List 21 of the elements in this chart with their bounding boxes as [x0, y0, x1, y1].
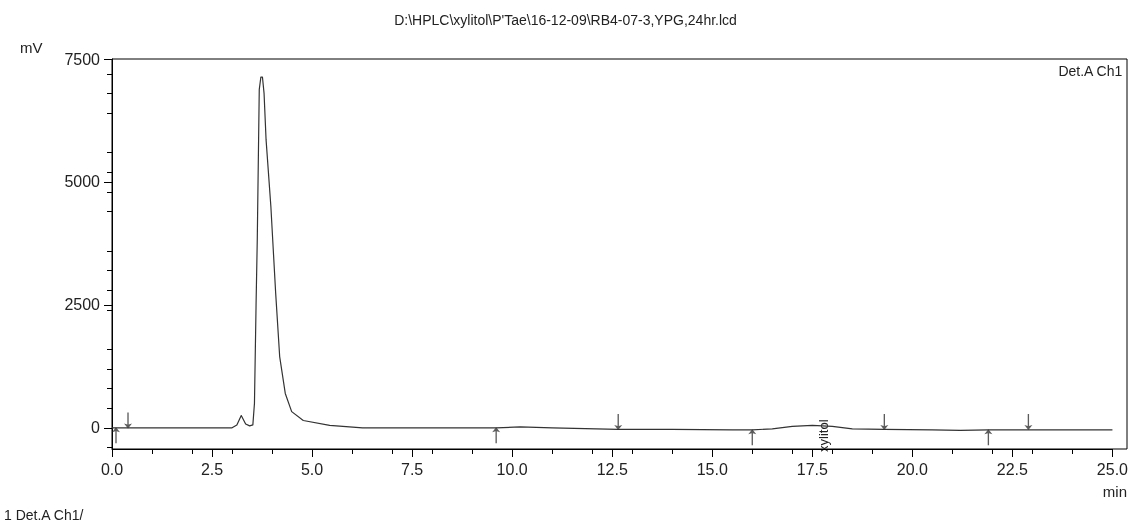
x-tick-label: 5.0 [300, 460, 324, 478]
y-axis-title: mV [20, 39, 43, 56]
x-tick-label: 12.5 [596, 460, 628, 478]
x-tick-label: 10.0 [496, 460, 528, 478]
x-tick-label: 17.5 [796, 460, 828, 478]
x-axis-title: min [1102, 483, 1127, 500]
x-tick-label: 7.5 [401, 460, 424, 478]
x-tick-label: 25.0 [1096, 460, 1129, 478]
annotation: xylitol [816, 419, 832, 452]
y-tick-label: 5000 [64, 173, 101, 191]
annotation: Det.A Ch1 [1058, 63, 1123, 79]
y-tick-label: 0 [91, 419, 101, 437]
x-tick-label: 0.0 [100, 460, 124, 478]
y-tick-label: 2500 [64, 296, 101, 314]
x-tick-label: 2.5 [200, 460, 224, 478]
text: 1 Det.A Ch1/ [4, 507, 84, 523]
x-tick-label: 20.0 [896, 460, 929, 478]
y-tick-label: 7500 [64, 50, 101, 68]
chart-title: D:\HPLC\xylitol\P'Tae\16-12-09\RB4-07-3,YPG,24hr.lcd [394, 12, 737, 28]
x-tick-label: 22.5 [996, 460, 1029, 478]
x-tick-label: 15.0 [696, 460, 728, 478]
